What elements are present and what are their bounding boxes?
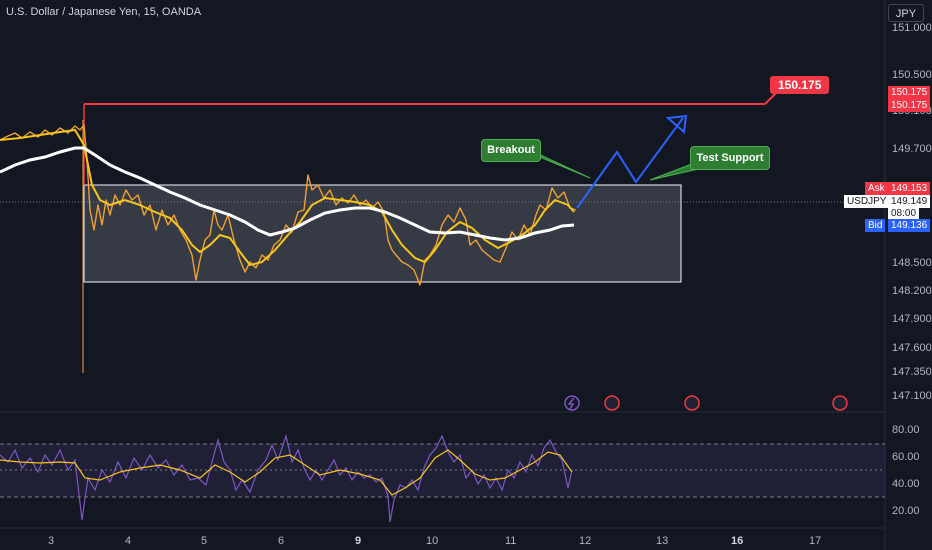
lightning-icon	[564, 395, 580, 411]
time-axis-label: 17	[809, 535, 822, 547]
time-axis-label: 5	[201, 535, 208, 547]
time-axis-label: 6	[278, 535, 285, 547]
price-axis-label: 150.500	[892, 69, 932, 81]
lightning-glyph	[567, 397, 575, 410]
price-axis-label: 147.350	[892, 366, 932, 378]
time-axis-label: 12	[579, 535, 592, 547]
us-flag-event-icon	[684, 395, 700, 411]
symbol-tag: USDJPY	[844, 195, 890, 208]
ask-price-tag: 149.153	[888, 182, 931, 195]
target-axis-tag: 150.175	[888, 86, 931, 99]
time-axis-label: 13	[656, 535, 669, 547]
chart-title: U.S. Dollar / Japanese Yen, 15, OANDA	[6, 6, 202, 18]
target-price-label: 150.175	[770, 76, 830, 94]
price-candles	[0, 124, 577, 286]
time-axis-label: 3	[48, 535, 55, 547]
time-axis-label: 4	[125, 535, 132, 547]
rsi-band	[0, 444, 885, 497]
breakout-callout[interactable]: Breakout	[481, 139, 541, 162]
range-box	[83, 184, 682, 283]
currency-button[interactable]: JPY	[888, 4, 924, 22]
last-price-tag: 149.149	[888, 195, 931, 208]
projection-path	[576, 117, 684, 209]
price-axis-label: 147.600	[892, 342, 932, 354]
price-axis-label: 147.900	[892, 313, 932, 325]
us-flag-event-icon	[604, 395, 620, 411]
price-axis-label: 147.100	[892, 390, 932, 402]
countdown-tag: 08:00	[888, 207, 920, 220]
rsi-signal-line	[0, 449, 573, 496]
price-axis-label: 151.000	[892, 22, 932, 34]
slow-moving-average	[0, 146, 575, 242]
rsi-axis-label: 20.00	[892, 505, 920, 517]
target-line-connector	[764, 92, 777, 105]
test-support-callout[interactable]: Test Support	[690, 146, 770, 170]
price-axis-label: 148.500	[892, 257, 932, 269]
rsi-axis-label: 40.00	[892, 478, 920, 490]
time-axis-label: 16	[731, 535, 744, 547]
bid-price-tag: 149.136	[888, 219, 931, 232]
price-axis-label: 148.200	[892, 285, 932, 297]
time-axis-label: 9	[355, 535, 362, 547]
ask-label: Ask	[865, 182, 888, 195]
rsi-axis-label: 80.00	[892, 424, 920, 436]
target-axis-tag: 150.175	[888, 99, 931, 112]
price-axis-label: 149.700	[892, 143, 932, 155]
projection-arrowhead	[665, 114, 688, 134]
time-axis-label: 11	[505, 535, 517, 547]
time-axis-label: 10	[426, 535, 439, 547]
rsi-line	[0, 433, 573, 523]
bid-label: Bid	[865, 219, 886, 232]
us-flag-event-icon	[832, 395, 848, 411]
rsi-axis-label: 60.00	[892, 451, 920, 463]
